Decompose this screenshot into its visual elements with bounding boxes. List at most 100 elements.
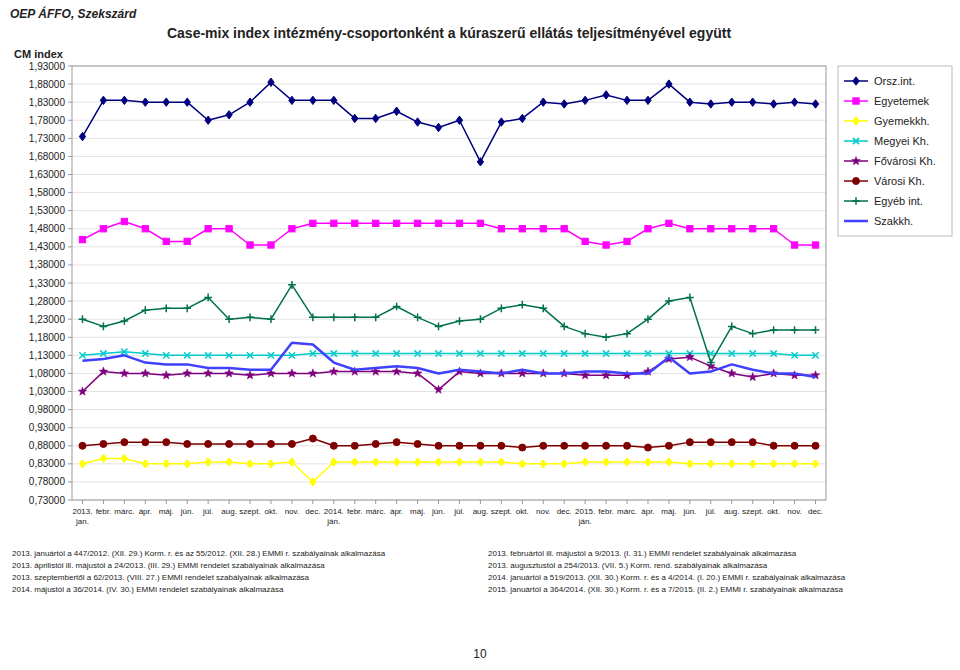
y-tick-label: 1,88000 [29, 79, 66, 90]
y-tick [68, 66, 72, 67]
plot-frame [72, 66, 826, 500]
point [435, 458, 441, 466]
series-line [82, 357, 815, 391]
point [729, 350, 735, 356]
point [727, 369, 736, 377]
point [351, 314, 359, 322]
point [582, 350, 588, 356]
grid-line [72, 138, 826, 139]
y-tick [68, 174, 72, 175]
point [582, 96, 588, 104]
footnote: 2013. áprilistól ill. májustól a 24/2013… [12, 561, 325, 570]
point [645, 226, 651, 232]
point [413, 369, 422, 377]
y-tick [68, 156, 72, 157]
legend-label: Szakkh. [874, 215, 913, 227]
point [560, 323, 568, 331]
point [309, 314, 317, 322]
x-tick-label: febr. [96, 507, 112, 516]
point [603, 442, 610, 449]
x-tick [752, 500, 753, 504]
point [393, 107, 399, 115]
point [226, 352, 232, 358]
x-tick-label: febr. [598, 507, 614, 516]
point [310, 478, 316, 486]
point [561, 350, 567, 356]
point [226, 111, 232, 119]
point [540, 98, 546, 106]
point [163, 238, 169, 244]
point [79, 352, 85, 358]
point [79, 236, 85, 242]
point [393, 350, 399, 356]
point [561, 442, 568, 449]
point [246, 371, 255, 379]
series [78, 353, 820, 396]
point [770, 100, 776, 108]
y-tick [68, 445, 72, 446]
point [100, 226, 106, 232]
y-tick-label: 0,73000 [29, 495, 66, 506]
point [351, 442, 358, 449]
point [142, 439, 149, 446]
x-tick [522, 500, 523, 504]
x-tick-label: ápr. [390, 507, 403, 516]
y-tick [68, 138, 72, 139]
y-tick [68, 120, 72, 121]
x-tick [815, 500, 816, 504]
x-tick-label: jún. [180, 507, 194, 516]
point [708, 460, 714, 468]
x-tick [354, 500, 355, 504]
point [226, 440, 233, 447]
y-tick [68, 319, 72, 320]
header: OEP ÁFFO, Szekszárd [10, 6, 137, 21]
point [184, 440, 191, 447]
point [456, 350, 462, 356]
point [330, 314, 338, 322]
y-tick [68, 500, 72, 501]
x-tick [291, 500, 292, 504]
y-tick-label: 1,78000 [29, 115, 66, 126]
x-tick-label: dec. [557, 507, 572, 516]
point [666, 80, 672, 88]
point [289, 458, 295, 466]
x-tick-label: dec. [305, 507, 320, 516]
footnote: 2013. szeptembertől a 62/2013. (VIII. 27… [12, 573, 310, 582]
y-tick [68, 481, 72, 482]
point [749, 330, 757, 338]
series-line [82, 222, 815, 246]
x-tick-label: nov. [787, 507, 802, 516]
point [812, 326, 820, 334]
point [728, 323, 736, 331]
x-tick-label: máj. [159, 507, 174, 516]
point [392, 367, 401, 375]
footnote: 2013. februártól ill. májustól a 9/2013.… [488, 549, 797, 558]
point [770, 442, 777, 449]
point [226, 458, 232, 466]
point [624, 458, 630, 466]
point [791, 442, 798, 449]
series-line [82, 439, 815, 448]
point [624, 350, 630, 356]
point [729, 226, 735, 232]
x-tick [103, 500, 104, 504]
point [666, 458, 672, 466]
legend-marker [852, 197, 860, 205]
point [791, 352, 797, 358]
point [373, 114, 379, 122]
point [393, 303, 401, 311]
legend-marker [853, 178, 860, 185]
point [435, 350, 441, 356]
series-line [82, 458, 815, 482]
x-tick [333, 500, 334, 504]
x-tick-label: aug. [221, 507, 237, 516]
point [352, 458, 358, 466]
point [561, 100, 567, 108]
x-tick [480, 500, 481, 504]
point [414, 220, 420, 226]
series [82, 343, 815, 377]
y-tick-label: 1,48000 [29, 223, 66, 234]
point [561, 226, 567, 232]
y-tick [68, 102, 72, 103]
point [519, 350, 525, 356]
